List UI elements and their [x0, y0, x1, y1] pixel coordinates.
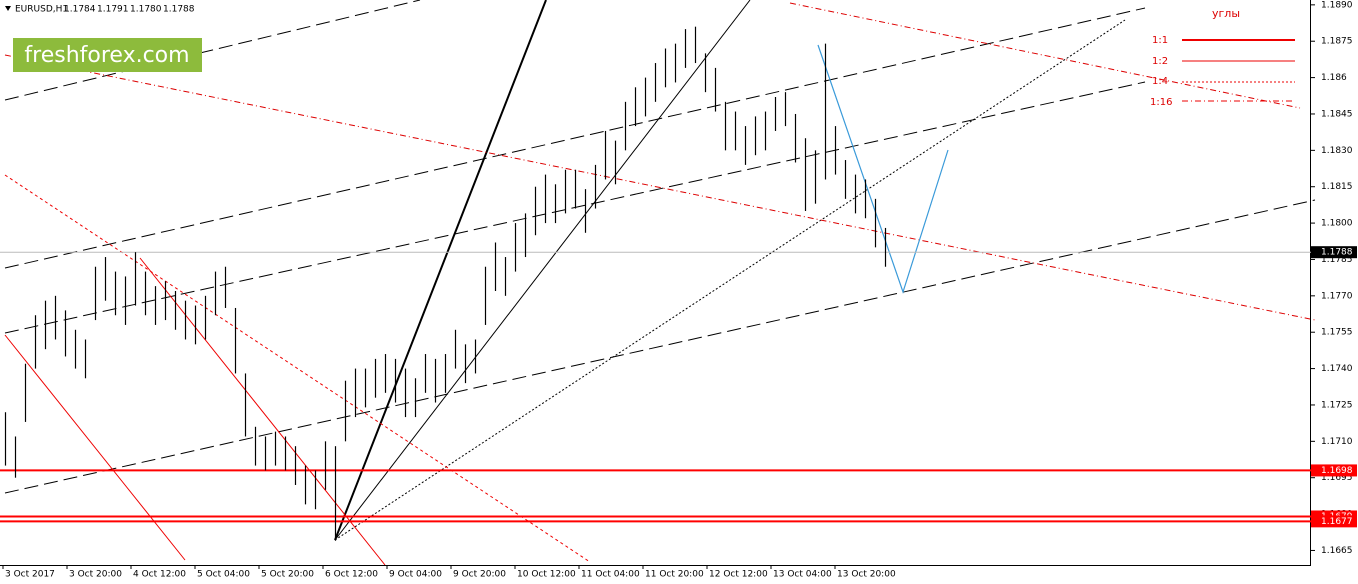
y-tick-label: 1.1740 [1321, 364, 1353, 374]
x-tick-label: 11 Oct 20:00 [645, 570, 704, 580]
quote: 1.1788 [163, 5, 195, 15]
level-label: 1.1698 [1321, 466, 1353, 476]
y-tick-label: 1.1785 [1321, 255, 1353, 265]
x-tick-label: 9 Oct 20:00 [453, 570, 506, 580]
y-tick-label: 1.1830 [1321, 146, 1353, 156]
x-tick-label: 4 Oct 12:00 [133, 570, 186, 580]
x-tick-label: 10 Oct 12:00 [517, 570, 576, 580]
y-tick-label: 1.186 [1321, 73, 1347, 83]
level-label: 1.1677 [1321, 517, 1353, 527]
header-icon [5, 6, 11, 11]
legend-label: 1:4 [1152, 76, 1168, 87]
y-tick-label: 1.1695 [1321, 473, 1353, 483]
price-box [1311, 246, 1357, 259]
legend-label: 1:2 [1152, 56, 1168, 67]
logo: freshforex.com [24, 43, 189, 68]
legend: углы 1:1 1:2 1:4 1:16 [1150, 7, 1295, 108]
quote: 1.1784 [64, 5, 96, 15]
level-box [1311, 515, 1357, 528]
x-tick-label: 5 Oct 20:00 [261, 570, 314, 580]
x-tick-label: 9 Oct 04:00 [389, 570, 442, 580]
symbol: EURUSD,H1 [15, 5, 68, 15]
x-tick-label: 12 Oct 12:00 [709, 570, 768, 580]
price-label: 1.1788 [1321, 248, 1353, 258]
quote: 1.1791 [97, 5, 129, 15]
y-tick-label: 1.1770 [1321, 291, 1353, 301]
x-tick-label: 3 Oct 2017 [5, 570, 55, 580]
x-tick-label: 13 Oct 20:00 [837, 570, 896, 580]
y-tick-label: 1.1815 [1321, 182, 1353, 192]
y-tick-label: 1.1755 [1321, 328, 1353, 338]
quote: 1.1780 [130, 5, 162, 15]
logo-box [13, 38, 202, 72]
x-tick-label: 3 Oct 20:00 [69, 570, 122, 580]
x-tick-label: 6 Oct 12:00 [325, 570, 378, 580]
y-tick-label: 1.1875 [1321, 37, 1353, 47]
y-tick-label: 1.1665 [1321, 546, 1353, 556]
y-tick-label: 1.1890 [1321, 0, 1353, 10]
level-box [1311, 464, 1357, 477]
legend-label: 1:1 [1152, 35, 1168, 46]
legend-label: 1:16 [1150, 97, 1172, 108]
y-tick-label: 1.1800 [1321, 219, 1353, 229]
legend-title: углы [1212, 7, 1240, 20]
y-tick-label: 1.1710 [1321, 437, 1353, 447]
x-tick-label: 13 Oct 04:00 [773, 570, 832, 580]
x-tick-label: 11 Oct 04:00 [581, 570, 640, 580]
y-tick-label: 1.1845 [1321, 109, 1353, 119]
x-tick-label: 5 Oct 04:00 [197, 570, 250, 580]
y-tick-label: 1.1725 [1321, 400, 1353, 410]
